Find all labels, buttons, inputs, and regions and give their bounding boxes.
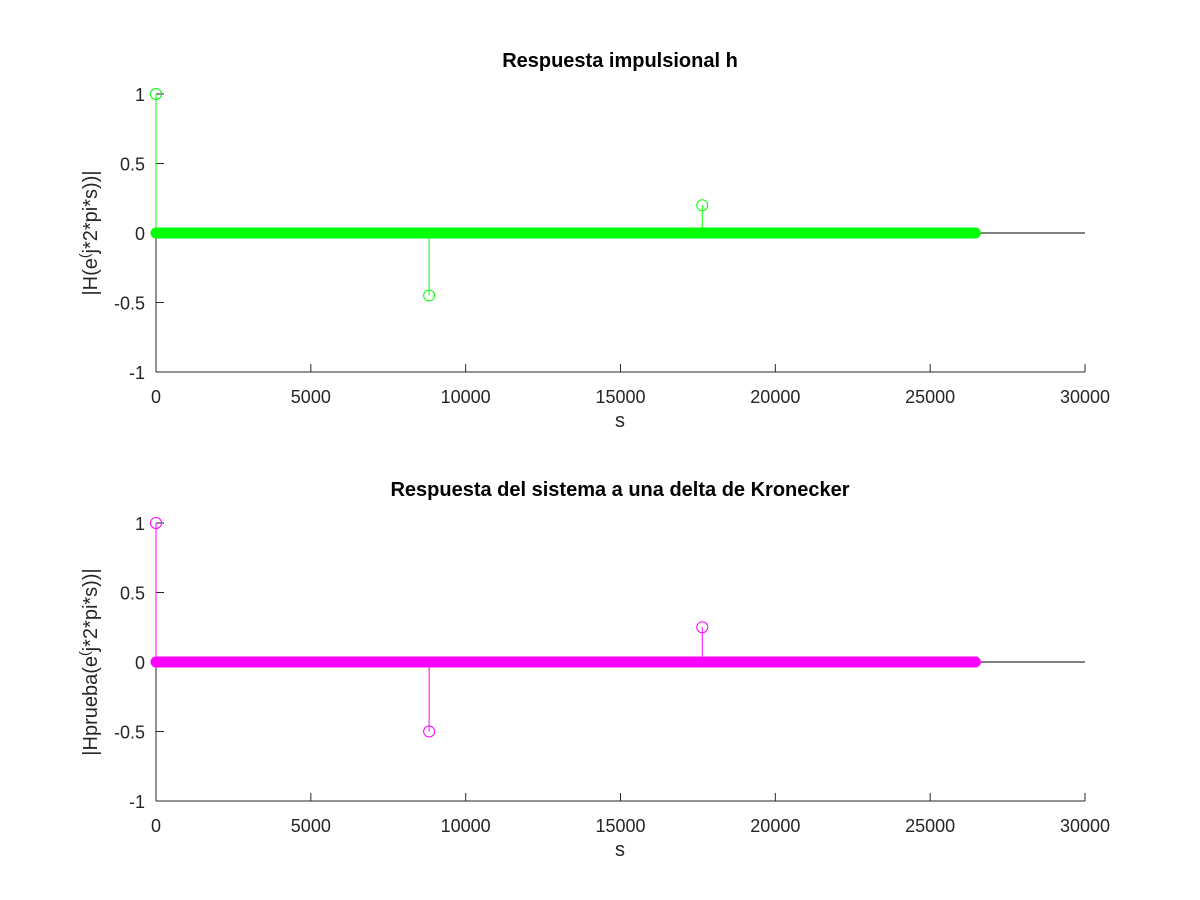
y-tick-label: -0.5	[114, 723, 145, 743]
stem-marker	[423, 725, 436, 738]
y-tick-label: -1	[129, 792, 145, 812]
y-tick-label: 0.5	[120, 155, 145, 175]
x-axis-label: s	[615, 410, 625, 432]
y-tick-label: 0.5	[120, 584, 145, 604]
x-axis-label: s	[615, 839, 625, 861]
y-axis-label: |H(e(j*2*pi*s))|	[76, 170, 102, 295]
x-tick-label: 20000	[750, 816, 800, 836]
x-tick-label: 10000	[441, 387, 491, 407]
chart-kronecker-response: Respuesta del sistema a una delta de Kro…	[76, 479, 1110, 861]
y-tick-label: -0.5	[114, 294, 145, 314]
y-tick-label: 0	[135, 224, 145, 244]
x-tick-label: 15000	[595, 816, 645, 836]
y-tick-label: 1	[135, 514, 145, 534]
y-axis-label-post: j*2*pi*s))|	[80, 170, 102, 254]
x-tick-label: 15000	[595, 387, 645, 407]
stem-marker	[423, 289, 436, 302]
stem-marker	[150, 517, 162, 529]
y-axis-label-sup: (	[76, 253, 92, 258]
x-tick-label: 10000	[441, 816, 491, 836]
x-tick-label: 20000	[750, 387, 800, 407]
ticks: 0 5000 10000 15000 20000 25000 30000 1 0.5 0 -0.5 -…	[114, 85, 1110, 407]
stem-marker	[150, 88, 162, 100]
chart-impulse-response: Respuesta impulsional h s |H(e(j*2*pi*s)…	[76, 50, 1110, 432]
y-axis-label-pre: |Hprueba(e	[80, 656, 102, 756]
y-tick-label: -1	[129, 363, 145, 383]
y-tick-label: 1	[135, 85, 145, 105]
y-axis-label-pre: |H(e	[80, 258, 102, 295]
x-tick-label: 25000	[905, 387, 955, 407]
chart-title: Respuesta del sistema a una delta de Kro…	[390, 479, 849, 501]
x-tick-label: 0	[151, 387, 161, 407]
x-tick-label: 5000	[291, 387, 331, 407]
x-tick-label: 0	[151, 816, 161, 836]
x-tick-label: 5000	[291, 816, 331, 836]
chart-title: Respuesta impulsional h	[502, 50, 738, 72]
y-axis-label-post: j*2*pi*s))|	[80, 568, 102, 652]
x-tick-label: 25000	[905, 816, 955, 836]
ticks: 0 5000 10000 15000 20000 25000 30000 1 0.5 0 -0.5 -…	[114, 514, 1110, 836]
y-tick-label: 0	[135, 653, 145, 673]
stem-marker	[696, 621, 709, 634]
y-axis-label-sup: (	[76, 651, 92, 656]
stems	[150, 517, 981, 738]
stem-marker	[696, 199, 709, 212]
y-axis-label: |Hprueba(e(j*2*pi*s))|	[76, 568, 102, 755]
x-tick-label: 30000	[1060, 387, 1110, 407]
stems	[150, 88, 981, 302]
x-tick-label: 30000	[1060, 816, 1110, 836]
